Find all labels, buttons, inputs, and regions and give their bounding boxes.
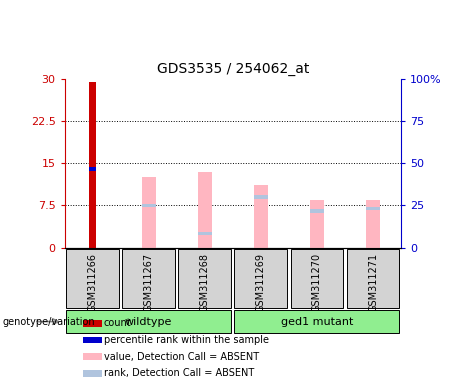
Text: GSM311271: GSM311271 [368,253,378,312]
FancyBboxPatch shape [235,310,399,333]
Bar [366,200,380,248]
Text: percentile rank within the sample: percentile rank within the sample [104,335,269,345]
Text: wildtype: wildtype [125,316,172,327]
Bar [83,337,101,343]
Text: genotype/variation: genotype/variation [2,316,95,327]
Bar [198,172,212,248]
Bar [198,232,212,235]
FancyBboxPatch shape [66,249,119,308]
Title: GDS3535 / 254062_at: GDS3535 / 254062_at [157,62,309,76]
Text: GSM311266: GSM311266 [88,253,98,311]
Bar [83,370,101,377]
Bar [89,167,96,170]
Bar [366,207,380,210]
Bar [254,195,268,199]
FancyBboxPatch shape [122,249,175,308]
Bar [89,81,96,248]
FancyBboxPatch shape [66,310,231,333]
Text: GSM311270: GSM311270 [312,253,322,312]
Text: GSM311269: GSM311269 [256,253,266,311]
FancyBboxPatch shape [178,249,231,308]
Text: GSM311267: GSM311267 [144,253,154,312]
Bar [142,177,156,248]
Bar [142,204,156,207]
Text: GSM311268: GSM311268 [200,253,210,311]
FancyBboxPatch shape [290,249,343,308]
FancyBboxPatch shape [235,249,287,308]
Text: count: count [104,318,131,328]
Bar [254,185,268,248]
Text: rank, Detection Call = ABSENT: rank, Detection Call = ABSENT [104,368,254,378]
Bar [310,209,324,213]
FancyBboxPatch shape [347,249,399,308]
Text: value, Detection Call = ABSENT: value, Detection Call = ABSENT [104,352,259,362]
Bar [83,353,101,360]
Bar [310,200,324,248]
Text: ged1 mutant: ged1 mutant [281,316,353,327]
Bar [83,320,101,327]
